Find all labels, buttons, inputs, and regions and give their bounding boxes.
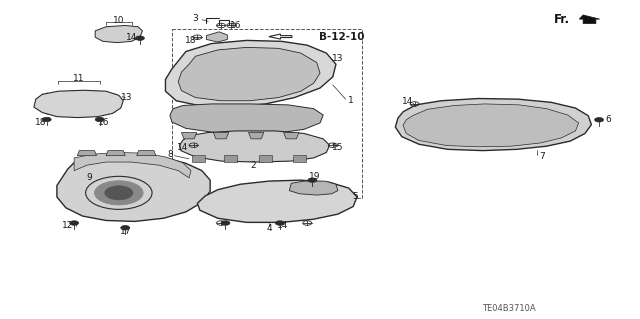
Polygon shape [197, 180, 357, 222]
Text: 18: 18 [185, 36, 196, 45]
Polygon shape [34, 90, 124, 118]
Text: 14: 14 [177, 143, 188, 152]
Polygon shape [166, 41, 336, 107]
Circle shape [70, 221, 79, 225]
Text: 9: 9 [86, 174, 92, 182]
Circle shape [136, 36, 145, 41]
Text: 7: 7 [540, 152, 545, 161]
Text: 16: 16 [230, 21, 241, 30]
Text: 2: 2 [250, 161, 256, 170]
Polygon shape [403, 104, 579, 147]
Polygon shape [284, 132, 299, 139]
Polygon shape [259, 155, 272, 162]
Text: 14: 14 [126, 33, 138, 42]
Polygon shape [293, 155, 306, 162]
Polygon shape [106, 151, 125, 156]
Circle shape [42, 117, 51, 122]
Text: 18: 18 [35, 117, 46, 127]
Text: 3: 3 [193, 14, 198, 23]
Polygon shape [170, 104, 323, 133]
Text: 14: 14 [277, 221, 289, 230]
Polygon shape [77, 151, 97, 156]
Text: 14: 14 [403, 97, 414, 106]
Text: 16: 16 [99, 117, 110, 127]
Polygon shape [137, 151, 156, 156]
Text: 11: 11 [73, 74, 84, 83]
Text: 6: 6 [606, 115, 612, 124]
Text: 5: 5 [352, 192, 358, 202]
Circle shape [221, 221, 230, 225]
Text: Fr.: Fr. [554, 13, 570, 26]
Text: TE04B3710A: TE04B3710A [481, 304, 535, 313]
Polygon shape [269, 34, 292, 39]
Circle shape [595, 118, 604, 122]
Circle shape [308, 178, 317, 182]
Polygon shape [248, 132, 264, 139]
Polygon shape [289, 181, 338, 195]
Circle shape [275, 221, 284, 225]
Circle shape [121, 226, 130, 230]
Bar [172, 29, 362, 197]
Polygon shape [579, 15, 600, 24]
Text: 8: 8 [167, 150, 173, 159]
Text: 4: 4 [266, 224, 272, 233]
Polygon shape [396, 99, 591, 151]
Text: 13: 13 [332, 54, 344, 63]
Text: 1: 1 [348, 96, 353, 105]
Circle shape [95, 181, 143, 205]
Polygon shape [213, 132, 228, 139]
Text: B-12-10: B-12-10 [319, 32, 364, 41]
Polygon shape [57, 156, 210, 221]
Circle shape [105, 186, 133, 200]
Text: 13: 13 [122, 93, 133, 102]
Polygon shape [192, 155, 205, 162]
Text: 19: 19 [309, 172, 321, 181]
Text: 15: 15 [332, 143, 344, 152]
Polygon shape [206, 32, 227, 42]
Polygon shape [224, 155, 237, 162]
Polygon shape [181, 132, 196, 139]
Text: 17: 17 [120, 227, 131, 236]
Polygon shape [95, 26, 143, 43]
Polygon shape [179, 131, 330, 162]
Text: 12: 12 [62, 221, 74, 230]
Circle shape [95, 117, 104, 122]
Text: 10: 10 [113, 16, 125, 25]
Polygon shape [74, 152, 191, 178]
Polygon shape [178, 48, 320, 101]
